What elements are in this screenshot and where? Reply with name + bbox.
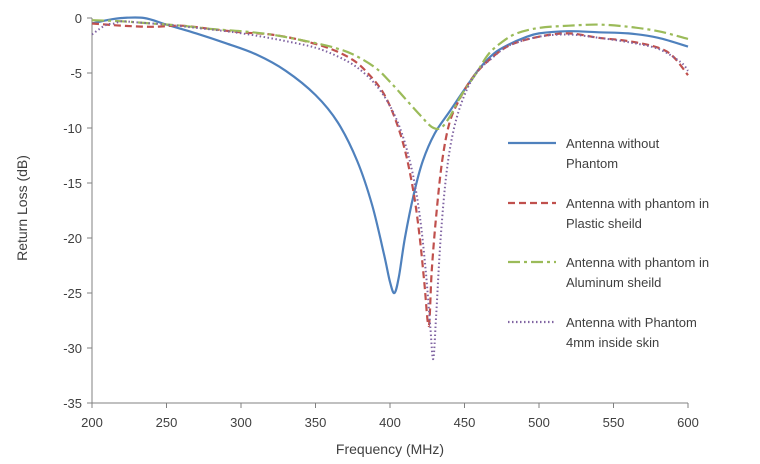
y-axis-title: Return Loss (dB)	[14, 155, 30, 261]
x-tick-label: 500	[528, 415, 550, 430]
x-axis-title: Frequency (MHz)	[336, 441, 444, 457]
y-tick-label: -30	[63, 341, 82, 356]
legend-label-2: Plastic sheild	[566, 216, 642, 231]
x-tick-label: 300	[230, 415, 252, 430]
series-line-3	[91, 19, 689, 131]
y-tick-label: -35	[63, 396, 82, 411]
y-tick-label: -5	[70, 66, 82, 81]
series-line-1	[91, 16, 689, 295]
legend: Antenna without Phantom Antenna with phant…	[508, 136, 709, 350]
x-tick-label: 600	[677, 415, 699, 430]
legend-label-4: Antenna with Phantom	[566, 315, 697, 330]
series-line-2	[91, 22, 689, 328]
legend-label-3: Aluminum sheild	[566, 275, 661, 290]
x-tick-label: 400	[379, 415, 401, 430]
x-tick-label: 550	[603, 415, 625, 430]
legend-label-3: Antenna with phantom in	[566, 255, 709, 270]
y-tick-label: -15	[63, 176, 82, 191]
y-tick-label: -25	[63, 286, 82, 301]
x-tick-label: 350	[305, 415, 327, 430]
series-line-4	[91, 20, 689, 361]
legend-label-1: Phantom	[566, 156, 618, 171]
y-tick-label: 0	[75, 11, 82, 26]
x-tick-label: 450	[454, 415, 476, 430]
legend-label-1: Antenna without	[566, 136, 660, 151]
x-tick-label: 200	[81, 415, 103, 430]
y-tick-label: -20	[63, 231, 82, 246]
y-tick-label: -10	[63, 121, 82, 136]
axes: 0 -5 -10 -15 -20 -25 -30 -35 200 250 300 350 400 450 5…	[63, 11, 699, 430]
legend-label-4: 4mm inside skin	[566, 335, 659, 350]
plot-series	[91, 16, 689, 361]
x-tick-label: 250	[156, 415, 178, 430]
legend-label-2: Antenna with phantom in	[566, 196, 709, 211]
